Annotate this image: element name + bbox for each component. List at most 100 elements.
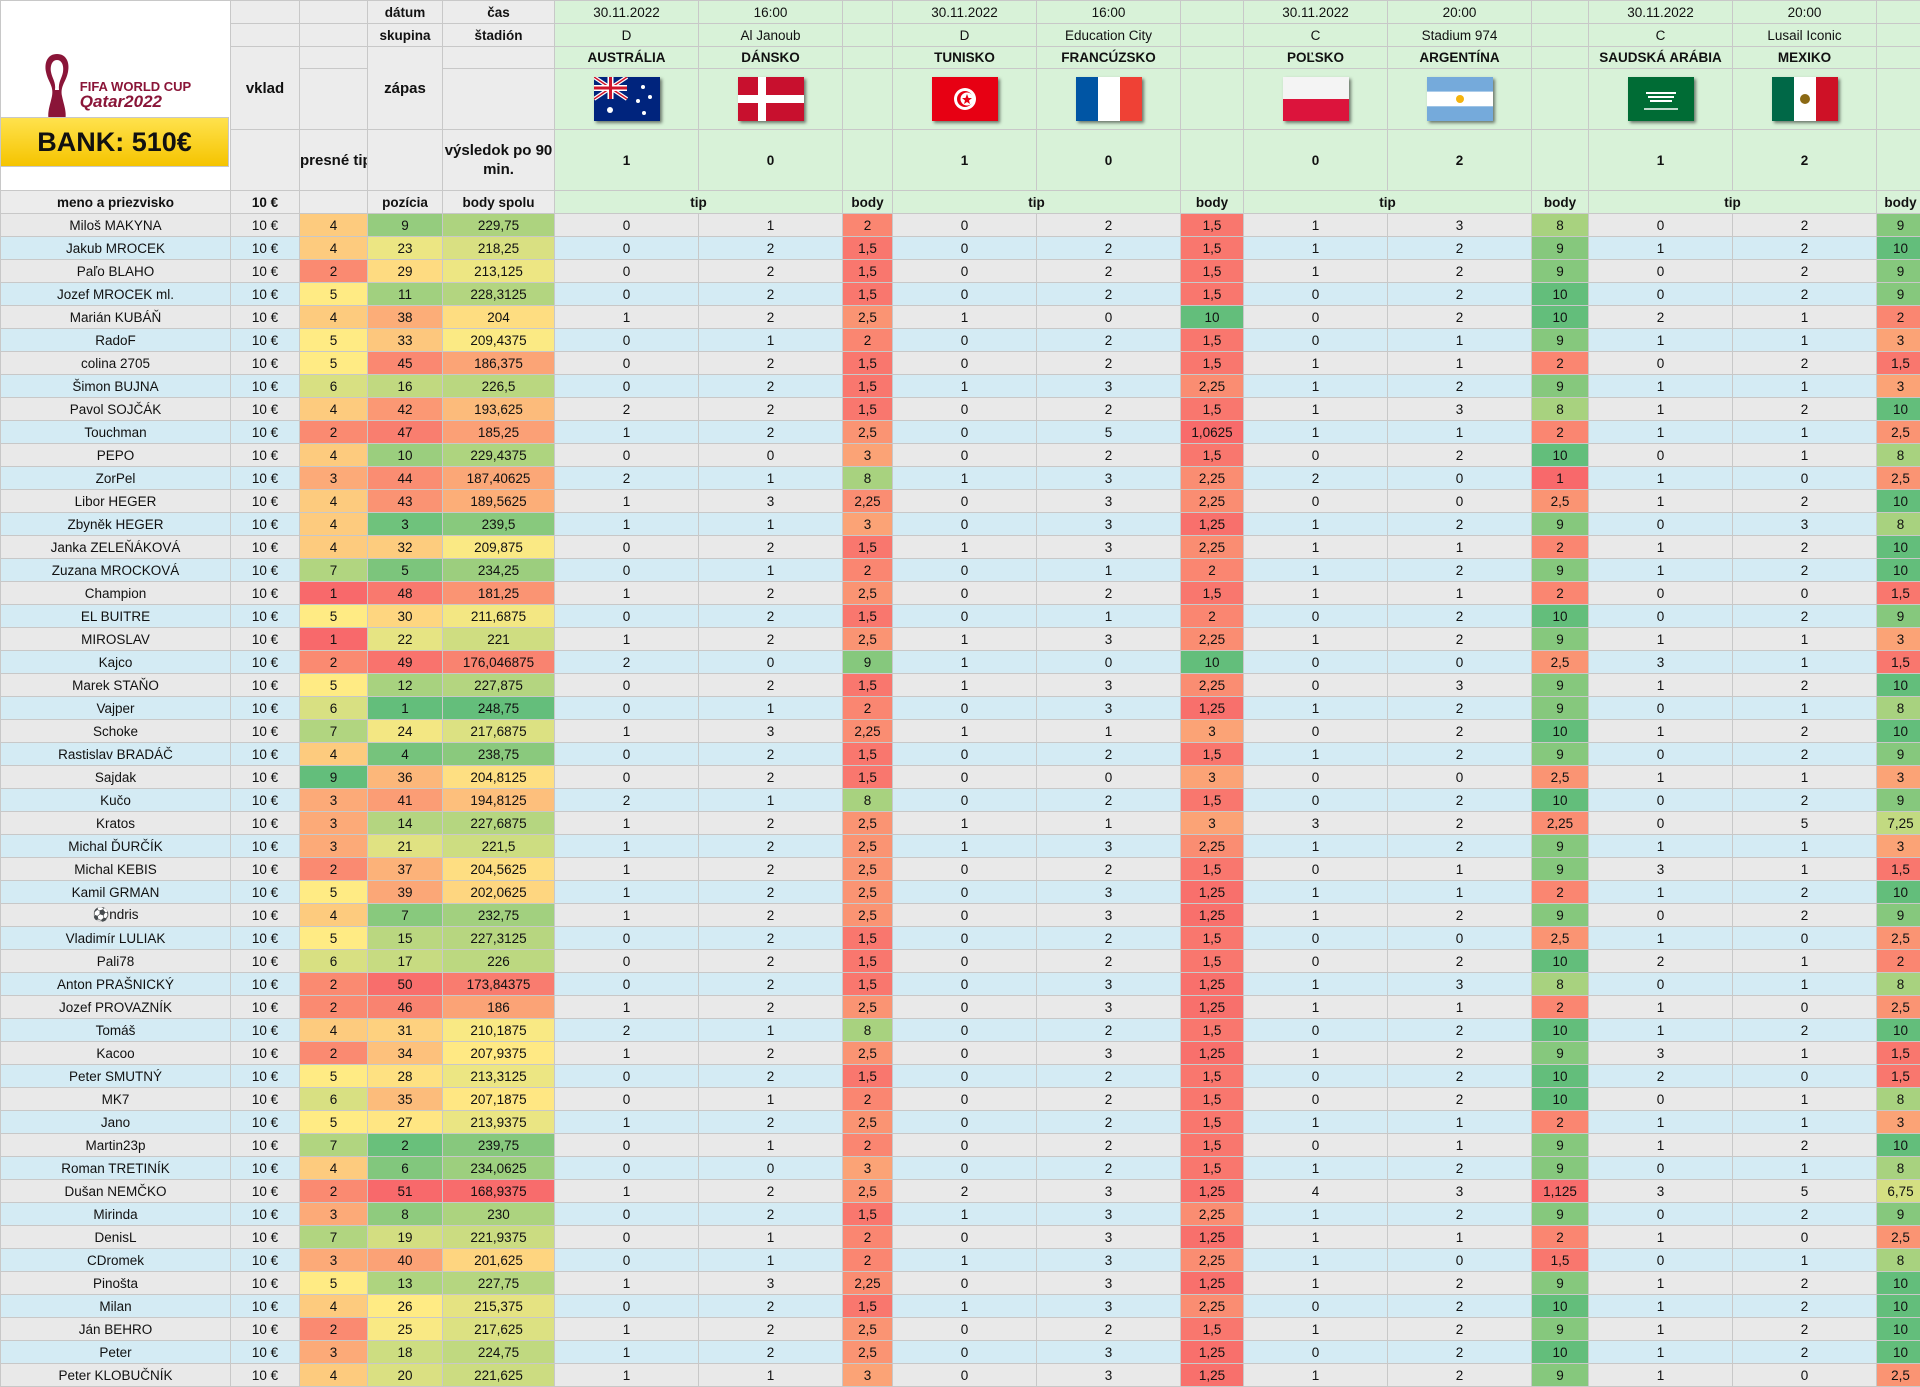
player-name: Martin23p [1,1134,231,1157]
match-points: 2,5 [843,904,893,927]
match-points: 1,25 [1181,697,1244,720]
match-points: 2,25 [1181,490,1244,513]
player-position: 1 [368,697,443,720]
tip-home: 0 [893,766,1037,789]
player-name-text: Sajdak [95,770,136,785]
match1-home-team: AUSTRÁLIA [555,47,699,69]
match-points: 10 [1877,720,1920,743]
tip-home: 0 [893,1065,1037,1088]
tip-away: 2 [699,375,843,398]
tip-home: 1 [1589,766,1733,789]
tip-home: 0 [893,582,1037,605]
tip-home: 1 [555,628,699,651]
player-total-points: 194,8125 [443,789,555,812]
tip-home: 1 [555,1272,699,1295]
player-exact-tips: 5 [300,283,368,306]
tip-home: 0 [893,789,1037,812]
player-name: MK7 [1,1088,231,1111]
tip-home: 0 [1244,306,1388,329]
match-points: 1,25 [1181,513,1244,536]
match-points: 1,5 [843,1203,893,1226]
player-total-points: 168,9375 [443,1180,555,1203]
tip-home: 2 [893,1180,1037,1203]
tip-home: 0 [1244,651,1388,674]
player-position: 25 [368,1318,443,1341]
tip-away: 5 [1733,812,1877,835]
tip-away: 2 [1037,237,1181,260]
tip-home: 1 [1244,904,1388,927]
match-points: 2,5 [1877,1364,1920,1387]
player-total-points: 215,375 [443,1295,555,1318]
tip-away: 2 [699,1203,843,1226]
match-points: 2,5 [843,996,893,1019]
tip-home: 1 [893,1203,1037,1226]
player-position: 36 [368,766,443,789]
tip-home: 0 [1589,904,1733,927]
player-name-text: Kamil GRMAN [72,885,160,900]
tip-away: 2 [699,306,843,329]
match-points: 9 [1532,513,1589,536]
tip-away: 3 [1037,490,1181,513]
tip-away: 2 [1733,1019,1877,1042]
tip-home: 0 [893,1019,1037,1042]
tip-home: 1 [1244,1272,1388,1295]
tip-home: 1 [1244,973,1388,996]
match-points: 10 [1532,950,1589,973]
tip-home: 0 [555,1226,699,1249]
tip-home: 1 [555,835,699,858]
player-name: Michal ĎURČÍK [1,835,231,858]
tip-home: 1 [1589,1341,1733,1364]
tip-away: 1 [699,513,843,536]
tip-home: 1 [1589,237,1733,260]
match-points: 8 [1532,973,1589,996]
tip-away: 2 [699,1318,843,1341]
tip-home: 0 [1244,789,1388,812]
mexico-flag-icon [1772,77,1838,121]
player-name-text: Dušan NEMČKO [64,1184,166,1199]
player-total-points: 221 [443,628,555,651]
tip-home: 0 [1244,950,1388,973]
player-position: 22 [368,628,443,651]
tip-away: 2 [1733,1134,1877,1157]
match-points: 9 [1532,237,1589,260]
match-points: 1,0625 [1181,421,1244,444]
match-points: 10 [1532,789,1589,812]
player-vklad: 10 € [231,559,300,582]
match-points: 9 [1877,904,1920,927]
player-position: 28 [368,1065,443,1088]
tip-home: 0 [893,513,1037,536]
player-name: Jano [1,1111,231,1134]
match4-stadium: Lusail Iconic [1733,24,1877,47]
player-vklad: 10 € [231,1295,300,1318]
tip-home: 0 [893,1272,1037,1295]
player-position: 38 [368,306,443,329]
match-points: 2,5 [1877,996,1920,1019]
tip-away: 3 [699,490,843,513]
player-position: 43 [368,490,443,513]
player-total-points: 232,75 [443,904,555,927]
tip-away: 1 [1733,1111,1877,1134]
match-points: 1,5 [1181,329,1244,352]
player-position: 42 [368,398,443,421]
player-vklad: 10 € [231,444,300,467]
tip-away: 1 [699,1226,843,1249]
header-pozicia: pozícia [368,191,443,214]
match-points: 8 [1877,697,1920,720]
match4-away-score: 2 [1733,130,1877,191]
tip-away: 0 [1037,306,1181,329]
tip-away: 1 [1388,421,1532,444]
match-points: 2,5 [1532,766,1589,789]
match-points: 2,25 [1181,1249,1244,1272]
match-points: 10 [1532,1341,1589,1364]
tip-away: 1 [1733,421,1877,444]
tip-home: 1 [1589,1364,1733,1387]
tip-away: 2 [1037,1318,1181,1341]
tip-home: 1 [1589,1226,1733,1249]
